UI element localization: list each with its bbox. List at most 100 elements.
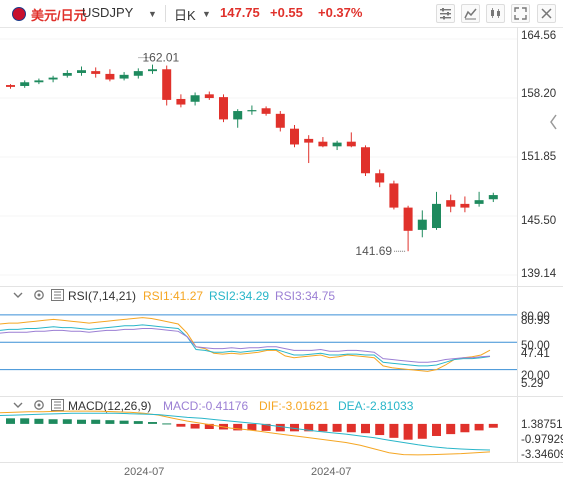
macd-histogram-bar bbox=[403, 423, 413, 440]
macd-histogram-bar bbox=[304, 423, 314, 432]
macd-histogram-bar bbox=[290, 423, 299, 432]
macd-value: MACD:-0.41176 bbox=[163, 399, 249, 413]
price-axis-label: 164.56 bbox=[521, 30, 557, 42]
candle-body bbox=[446, 200, 456, 207]
collapse-chevron-icon[interactable] bbox=[13, 289, 23, 303]
macd-histogram-bar bbox=[488, 423, 498, 428]
macd-histogram-bar bbox=[162, 423, 172, 425]
rsi-axis-label: 47.41 bbox=[521, 348, 550, 360]
macd-histogram-bar bbox=[233, 423, 243, 431]
rsi2-line bbox=[0, 324, 491, 367]
time-axis-label: 2024-07 bbox=[311, 466, 352, 478]
macd-histogram-bar bbox=[20, 418, 30, 424]
toolbar-divider bbox=[165, 5, 166, 22]
macd-histogram-bar bbox=[77, 419, 86, 424]
macd-histogram-bar bbox=[204, 423, 214, 430]
collapse-panel-icon[interactable] bbox=[549, 114, 558, 133]
chart-type-button[interactable] bbox=[486, 4, 505, 23]
macd-histogram-bar bbox=[474, 423, 484, 431]
dea-line bbox=[0, 412, 491, 451]
candle-body bbox=[417, 219, 427, 230]
macd-chart[interactable] bbox=[0, 397, 517, 462]
macd-histogram-bar bbox=[318, 423, 328, 432]
candle-body bbox=[275, 113, 285, 128]
macd-histogram-bar bbox=[460, 423, 470, 433]
candle-body bbox=[403, 207, 413, 231]
macd-histogram-bar bbox=[48, 419, 58, 424]
candle-body bbox=[148, 69, 157, 72]
macd-title: MACD(12,26,9) bbox=[68, 399, 152, 413]
candle-body bbox=[77, 70, 86, 73]
macd-histogram-bar bbox=[389, 423, 399, 438]
macd-histogram-bar bbox=[332, 423, 342, 432]
candle-body bbox=[432, 203, 441, 229]
candle-body bbox=[332, 142, 342, 147]
macd-histogram-bar bbox=[417, 423, 427, 439]
collapse-chevron-icon[interactable] bbox=[13, 399, 23, 413]
fullscreen-icon bbox=[514, 7, 527, 20]
rsi-axis-label: 5.29 bbox=[521, 378, 544, 390]
macd-header: MACD(12,26,9) MACD:-0.41176 DIF:-3.01621… bbox=[0, 399, 517, 417]
candle-body bbox=[219, 97, 228, 120]
indicator-button[interactable] bbox=[461, 4, 480, 23]
candlestick-chart[interactable]: 162.01 141.69 bbox=[0, 27, 517, 286]
gear-icon[interactable] bbox=[33, 289, 45, 304]
rsi-axis-label: 80.00 bbox=[521, 311, 550, 323]
rsi3-value: RSI3:34.75 bbox=[275, 289, 336, 303]
rsi1-value: RSI1:41.27 bbox=[143, 289, 204, 303]
macd-histogram-bar bbox=[176, 423, 186, 427]
rsi-chart[interactable] bbox=[0, 287, 517, 396]
macd-histogram-bar bbox=[62, 419, 72, 424]
candle-body bbox=[361, 147, 370, 174]
price-axis-label: 158.20 bbox=[521, 88, 557, 100]
macd-histogram-bar bbox=[91, 419, 101, 424]
pane-divider bbox=[0, 286, 563, 287]
macd-histogram-bar bbox=[247, 423, 257, 431]
chevron-down-icon[interactable]: ▼ bbox=[148, 9, 157, 19]
fullscreen-button[interactable] bbox=[511, 4, 530, 23]
candle-body bbox=[318, 141, 328, 147]
candle-body bbox=[375, 173, 385, 183]
macd-histogram-bar bbox=[446, 423, 456, 435]
low-price-label: 141.69 bbox=[355, 244, 392, 258]
candle-body bbox=[460, 203, 470, 208]
macd-histogram-bar bbox=[119, 420, 129, 424]
price-change-percent: +0.37% bbox=[318, 5, 363, 20]
chevron-down-icon[interactable]: ▼ bbox=[202, 9, 211, 19]
macd-axis-label: -3.34609 bbox=[521, 449, 563, 461]
rsi-axis-label: 50.00 bbox=[521, 340, 550, 352]
macd-histogram-bar bbox=[133, 421, 143, 424]
gear-icon[interactable] bbox=[33, 399, 45, 414]
settings-button[interactable] bbox=[436, 4, 455, 23]
us-flag-icon bbox=[12, 7, 26, 21]
macd-axis-label: 1.38751 bbox=[521, 419, 563, 431]
rsi-axis-label: 20.00 bbox=[521, 370, 550, 382]
candle-body bbox=[34, 80, 44, 83]
macd-histogram-bar bbox=[375, 423, 385, 436]
pane-divider bbox=[0, 396, 563, 397]
last-price: 147.75 bbox=[220, 5, 260, 20]
macd-histogram-bar bbox=[275, 423, 285, 432]
candle-body bbox=[105, 73, 115, 80]
symbol-selector[interactable]: USDJPY bbox=[82, 5, 134, 20]
macd-histogram-bar bbox=[6, 418, 15, 424]
instrument-name: 美元/日元 bbox=[31, 8, 87, 23]
candle-body bbox=[48, 77, 58, 80]
rsi1-line bbox=[0, 317, 491, 372]
period-selector[interactable]: 日K bbox=[174, 8, 196, 23]
price-axis-label: 151.85 bbox=[521, 151, 557, 163]
candle-body bbox=[290, 128, 299, 145]
candle-body bbox=[488, 195, 498, 200]
candle-body bbox=[346, 141, 356, 147]
candle-body bbox=[20, 82, 30, 86]
candle-body bbox=[91, 71, 101, 74]
indicator-list-icon[interactable] bbox=[51, 399, 64, 414]
time-axis-label: 2024-07 bbox=[124, 466, 165, 478]
close-icon bbox=[541, 8, 552, 19]
settings-icon bbox=[440, 8, 451, 20]
candle-body bbox=[190, 95, 200, 102]
close-button[interactable] bbox=[537, 4, 556, 23]
candle-body bbox=[62, 72, 72, 76]
rsi-title: RSI(7,14,21) bbox=[68, 289, 137, 303]
indicator-list-icon[interactable] bbox=[51, 289, 64, 304]
